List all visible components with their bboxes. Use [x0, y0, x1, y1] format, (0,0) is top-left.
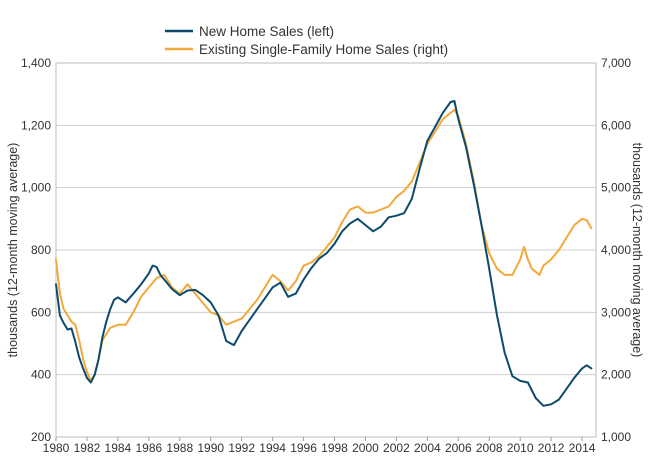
x-tick-label: 1996 [290, 441, 317, 455]
x-tick-label: 1986 [135, 441, 162, 455]
x-tick-label: 2006 [445, 441, 472, 455]
x-tick-label: 1980 [43, 441, 70, 455]
x-tick-label: 1994 [259, 441, 286, 455]
y-left-tick-label: 1,400 [21, 56, 51, 70]
x-tick-label: 1984 [105, 441, 132, 455]
y-axis-right-ticks: 1,000 2,000 3,000 4,000 5,000 6,000 7,000 [601, 56, 631, 444]
x-tick-label: 2014 [569, 441, 596, 455]
y-right-tick-label: 5,000 [601, 181, 631, 195]
x-tick-label: 2002 [383, 441, 410, 455]
y-right-tick-label: 4,000 [601, 243, 631, 257]
y-right-tick-label: 7,000 [601, 56, 631, 70]
legend-label-new-home-sales: New Home Sales (left) [199, 24, 334, 39]
gridlines [56, 124, 596, 376]
series-line-existing-home-sales [55, 108, 593, 382]
x-tick-label: 1982 [74, 441, 101, 455]
plot-frame [55, 62, 597, 438]
y-left-tick-label: 200 [31, 430, 51, 444]
y-left-tick-label: 600 [31, 305, 51, 319]
x-tick-label: 1988 [166, 441, 193, 455]
y-left-tick-label: 800 [31, 243, 51, 257]
x-tick-label: 1992 [228, 441, 255, 455]
y-axis-left-title: thousands (12-month moving average) [6, 143, 20, 358]
x-tick-label: 2012 [538, 441, 565, 455]
x-tick-label: 2000 [352, 441, 379, 455]
y-left-tick-label: 1,000 [21, 181, 51, 195]
y-right-tick-label: 2,000 [601, 368, 631, 382]
y-axis-right-title: thousands (12-month moving average) [630, 143, 644, 358]
series-lines [55, 100, 593, 407]
x-tick-label: 1998 [321, 441, 348, 455]
x-tick-label: 1990 [197, 441, 224, 455]
x-tick-label: 2010 [507, 441, 534, 455]
y-left-tick-label: 400 [31, 368, 51, 382]
y-right-tick-label: 1,000 [601, 430, 631, 444]
y-right-tick-label: 3,000 [601, 305, 631, 319]
y-right-tick-label: 6,000 [601, 118, 631, 132]
legend-label-existing-home-sales: Existing Single-Family Home Sales (right… [199, 42, 448, 57]
x-tick-label: 2008 [476, 441, 503, 455]
legend: New Home Sales (left) Existing Single-Fa… [165, 24, 448, 57]
x-axis-ticks: 1980 1982 1984 1986 1988 1990 1992 1994 1996 1998… [43, 437, 596, 455]
y-axis-left-ticks: 200 400 600 800 1,000 1,200 1,400 [21, 56, 51, 444]
y-left-tick-label: 1,200 [21, 118, 51, 132]
series-line-new-home-sales [55, 100, 593, 407]
x-tick-label: 2004 [414, 441, 441, 455]
